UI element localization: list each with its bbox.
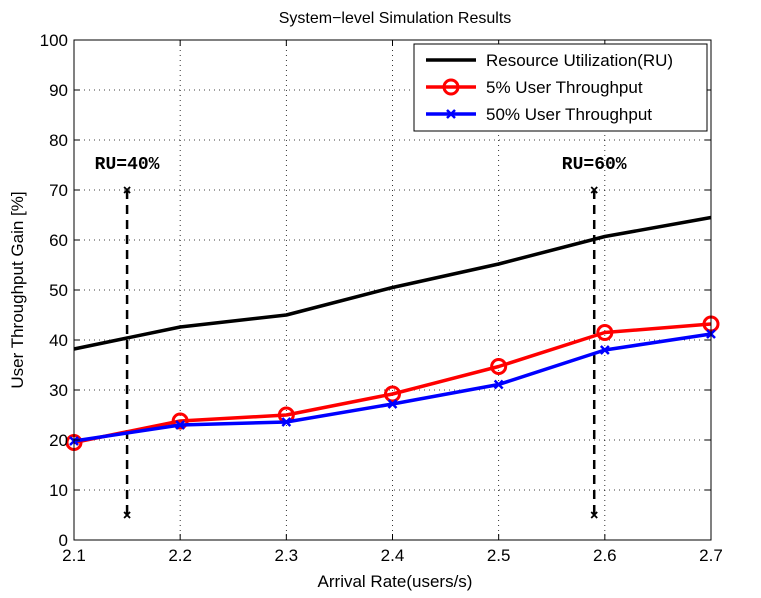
- annotation-label: RU=60%: [562, 155, 627, 175]
- data-point: [384, 385, 401, 403]
- legend-label: 50% User Throughput: [486, 105, 652, 124]
- y-tick-label: 20: [49, 431, 68, 450]
- x-tick-label: 2.1: [62, 546, 86, 565]
- legend-marker: [446, 109, 456, 119]
- x-tick-label: 2.6: [593, 546, 617, 565]
- data-point: [490, 358, 508, 375]
- y-tick-label: 30: [49, 381, 68, 400]
- data-point: [175, 420, 186, 430]
- data-point: [599, 345, 610, 355]
- y-tick-label: 0: [59, 531, 68, 550]
- y-tick-label: 50: [49, 281, 68, 300]
- x-axis-label: Arrival Rate(users/s): [318, 572, 473, 591]
- y-tick-label: 40: [49, 331, 68, 350]
- annotation-label: RU=40%: [95, 155, 160, 175]
- annotation-end-mark: [590, 511, 598, 519]
- data-point: [171, 412, 189, 430]
- series: [65, 215, 720, 451]
- data-point: [493, 379, 504, 390]
- x-tick-label: 2.2: [168, 546, 192, 565]
- ticks: 2.1 2.2 2.3 2.4 2.5 2.6 2.7 0 10 20 30 40 50 60 70 80 90…: [40, 31, 723, 565]
- y-axis-label: User Throughput Gain [%]: [8, 191, 27, 388]
- x-tick-label: 2.4: [381, 546, 405, 565]
- data-point: [281, 417, 292, 427]
- y-tick-label: 100: [40, 31, 68, 50]
- annotation-end-mark: [123, 186, 131, 194]
- series-line: [73, 215, 712, 351]
- legend-label: Resource Utilization(RU): [486, 51, 673, 70]
- chart-title: System−level Simulation Results: [279, 10, 512, 27]
- legend-marker: [442, 78, 460, 96]
- data-point: [387, 399, 398, 409]
- annotations: RU=40% RU=60%: [95, 155, 627, 519]
- data-point: [596, 324, 614, 341]
- legend-label: 5% User Throughput: [486, 78, 643, 97]
- y-tick-label: 90: [49, 81, 68, 100]
- y-tick-label: 80: [49, 131, 68, 150]
- y-tick-label: 60: [49, 231, 68, 250]
- annotation-end-mark: [123, 511, 131, 519]
- x-tick-label: 2.3: [275, 546, 299, 565]
- annotation-end-mark: [590, 186, 598, 194]
- series-line: [73, 322, 712, 445]
- x-tick-label: 2.7: [699, 546, 723, 565]
- x-tick-label: 2.5: [487, 546, 511, 565]
- y-tick-label: 70: [49, 181, 68, 200]
- legend: Resource Utilization(RU) 5% User Throughp…: [413, 43, 708, 132]
- y-tick-label: 10: [49, 481, 68, 500]
